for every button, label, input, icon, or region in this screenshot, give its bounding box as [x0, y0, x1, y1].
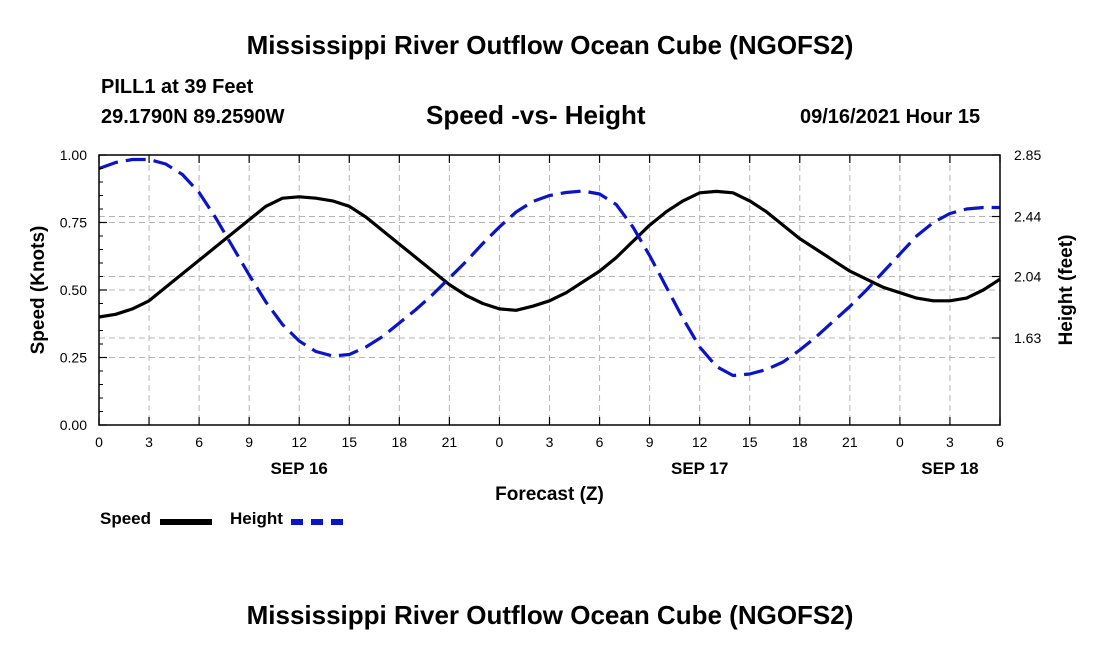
x-tick-label: 12 — [692, 434, 708, 450]
x-axis-title: Forecast (Z) — [495, 484, 604, 505]
x-tick-label: 0 — [496, 434, 504, 450]
y-tick-label: 1.00 — [60, 147, 87, 163]
x-tick-label: 21 — [442, 434, 458, 450]
y-tick-label: 0.25 — [60, 350, 87, 366]
chart-title: Speed -vs- Height — [426, 100, 646, 130]
x-tick-label: 0 — [95, 434, 103, 450]
x-tick-label: 12 — [291, 434, 307, 450]
x-tick-label: 9 — [646, 434, 654, 450]
station-name: PILL1 at 39 Feet — [101, 76, 254, 98]
axes-layer: 0 3 6 9 12 15 18 21 0 3 6 9 12 15 18 21 0 3 6 SEP 16 SEP 17 S… — [28, 147, 1077, 505]
y-tick-label: 0.00 — [60, 417, 87, 433]
x-tick-label: 6 — [596, 434, 604, 450]
x-date-label: SEP 17 — [671, 459, 728, 478]
x-date-label: SEP 18 — [921, 459, 978, 478]
y2-axis-title: Height (feet) — [1056, 235, 1077, 346]
station-coordinates: 29.1790N 89.2590W — [101, 106, 285, 128]
x-tick-label: 6 — [195, 434, 203, 450]
legend-speed-swatch — [160, 519, 212, 525]
x-tick-label: 18 — [792, 434, 808, 450]
y-axis-title: Speed (Knots) — [28, 226, 49, 355]
main-title: Mississippi River Outflow Ocean Cube (NG… — [246, 30, 854, 60]
x-tick-label: 3 — [546, 434, 554, 450]
y2-tick-label: 2.44 — [1014, 209, 1041, 225]
x-tick-label: 15 — [742, 434, 758, 450]
y-tick-label: 0.75 — [60, 215, 87, 231]
legend-height-label: Height — [230, 509, 283, 528]
legend-speed-label: Speed — [100, 509, 152, 528]
x-tick-label: 9 — [245, 434, 253, 450]
x-tick-label: 18 — [392, 434, 408, 450]
x-tick-label: 3 — [145, 434, 153, 450]
x-tick-label: 6 — [996, 434, 1004, 450]
grid-layer — [99, 154, 1000, 425]
legend-height-swatch — [291, 519, 343, 525]
series-layer — [98, 157, 1001, 378]
y2-tick-label: 2.04 — [1014, 269, 1041, 285]
series-line-height — [98, 157, 1000, 378]
x-date-label: SEP 16 — [271, 459, 328, 478]
footer-title: Mississippi River Outflow Ocean Cube (NG… — [246, 600, 854, 630]
y2-tick-label: 2.85 — [1014, 147, 1041, 163]
y2-tick-label: 1.63 — [1014, 330, 1041, 346]
x-tick-label: 15 — [341, 434, 357, 450]
x-tick-label: 0 — [896, 434, 904, 450]
series-line-speed — [98, 189, 1001, 319]
y-tick-label: 0.50 — [60, 282, 87, 298]
x-tick-label: 3 — [946, 434, 954, 450]
forecast-date: 09/16/2021 Hour 15 — [800, 106, 981, 128]
x-tick-label: 21 — [842, 434, 858, 450]
